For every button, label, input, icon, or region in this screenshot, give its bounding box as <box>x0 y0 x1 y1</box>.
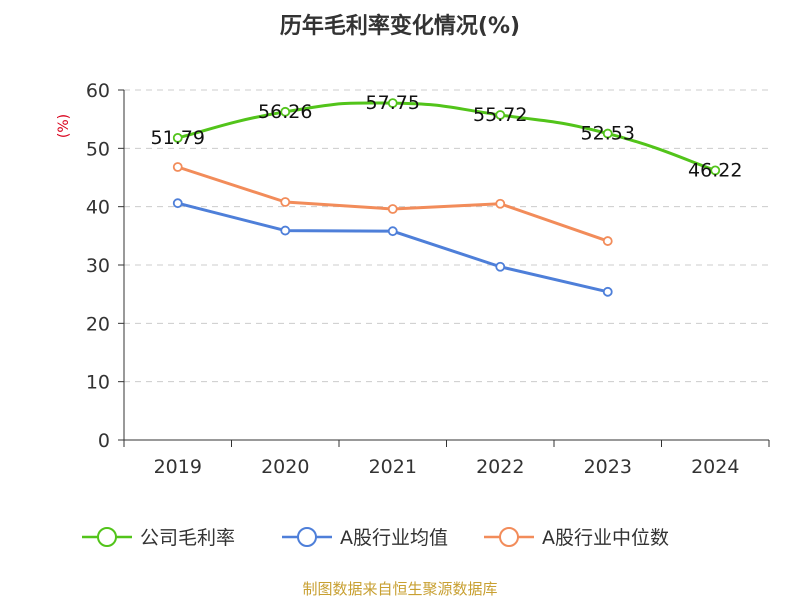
data-point <box>172 162 183 172</box>
legend-marker <box>97 527 117 547</box>
data-point <box>387 204 398 214</box>
legend-marker <box>499 527 519 547</box>
data-point <box>280 225 291 236</box>
x-tick-label: 2024 <box>691 456 739 478</box>
x-tick-label: 2023 <box>584 456 632 478</box>
x-tick-label: 2019 <box>154 456 202 478</box>
data-point <box>495 198 506 209</box>
legend: 公司毛利率 A股行业均值 A股行业中位数 <box>82 527 669 549</box>
data-point <box>172 132 183 143</box>
data-point <box>710 165 721 176</box>
data-label: 51.79 <box>151 127 205 149</box>
data-label: 56.26 <box>258 101 312 123</box>
x-tick-label: 2022 <box>476 456 524 478</box>
source-note: 制图数据来自恒生聚源数据库 <box>302 580 497 598</box>
series-line <box>177 201 609 294</box>
data-label: 46.22 <box>688 159 742 181</box>
series-lines <box>172 98 721 297</box>
data-point <box>602 236 613 246</box>
data-point <box>280 106 291 117</box>
y-tick-label: 30 <box>86 255 110 277</box>
legend-item: 公司毛利率 <box>82 527 235 549</box>
y-tick-label: 50 <box>86 138 110 160</box>
y-tick-label: 40 <box>86 197 110 219</box>
data-point <box>280 197 291 207</box>
data-point <box>602 128 613 139</box>
legend-item: A股行业中位数 <box>484 527 669 549</box>
x-tick-label: 2020 <box>261 456 309 478</box>
data-point <box>495 110 506 120</box>
data-label: 52.53 <box>581 123 635 145</box>
data-point <box>172 198 183 209</box>
y-tick-label: 20 <box>86 313 110 335</box>
y-tick-label: 60 <box>86 80 110 102</box>
data-label: 57.75 <box>366 92 420 114</box>
y-tick-label: 0 <box>98 430 110 452</box>
axes: 0 10 20 30 40 50 60 2019 2020 2021 2022 2023 2024 <box>86 80 770 478</box>
y-axis-label: (%) <box>56 114 72 138</box>
chart-title: 历年毛利率变化情况(%) <box>280 13 520 39</box>
x-tick-label: 2021 <box>369 456 417 478</box>
data-labels: 51.79 56.26 57.75 55.72 52.53 46.22 <box>151 92 743 181</box>
legend-label: 公司毛利率 <box>140 527 235 549</box>
data-label: 55.72 <box>473 104 527 126</box>
data-point <box>387 98 398 109</box>
legend-marker <box>297 527 317 547</box>
legend-label: A股行业均值 <box>340 527 448 549</box>
legend-item: A股行业均值 <box>282 527 448 549</box>
y-tick-label: 10 <box>86 372 110 394</box>
data-point <box>602 286 613 297</box>
legend-label: A股行业中位数 <box>542 527 669 549</box>
data-point <box>387 226 398 237</box>
grid-lines <box>124 89 769 383</box>
data-point <box>495 261 506 272</box>
series-line <box>177 101 716 172</box>
